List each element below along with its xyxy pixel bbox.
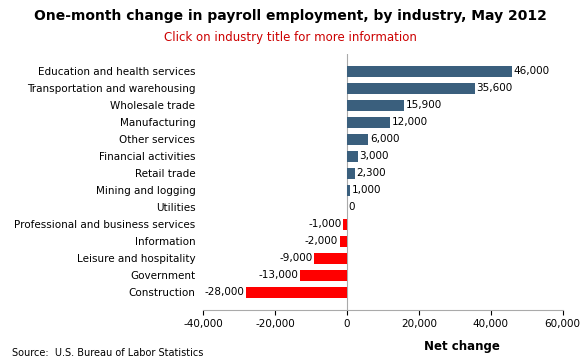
Bar — [343, 219, 347, 230]
Text: -28,000: -28,000 — [205, 287, 245, 297]
X-axis label: Net change: Net change — [424, 340, 500, 353]
Bar — [340, 236, 347, 247]
Bar — [347, 83, 475, 94]
Bar — [347, 168, 355, 179]
Bar — [314, 253, 347, 264]
Text: 35,600: 35,600 — [476, 83, 513, 93]
Text: 0: 0 — [348, 202, 355, 212]
Text: 46,000: 46,000 — [514, 66, 550, 76]
Text: -2,000: -2,000 — [305, 237, 338, 246]
Text: One-month change in payroll employment, by industry, May 2012: One-month change in payroll employment, … — [34, 9, 546, 23]
Bar — [347, 100, 404, 111]
Bar — [347, 151, 358, 162]
Bar — [246, 287, 347, 298]
Text: 3,000: 3,000 — [359, 151, 389, 161]
Bar — [347, 117, 390, 128]
Bar — [300, 270, 347, 281]
Bar — [347, 134, 368, 145]
Text: 2,300: 2,300 — [357, 168, 386, 178]
Bar — [347, 66, 512, 77]
Bar — [347, 185, 350, 196]
Text: -9,000: -9,000 — [280, 253, 313, 264]
Text: -1,000: -1,000 — [309, 219, 342, 229]
Text: 1,000: 1,000 — [352, 185, 382, 195]
Text: 12,000: 12,000 — [392, 117, 427, 127]
Text: 6,000: 6,000 — [370, 134, 400, 144]
Text: 15,900: 15,900 — [405, 100, 442, 110]
Text: Click on industry title for more information: Click on industry title for more informa… — [164, 31, 416, 44]
Text: -13,000: -13,000 — [259, 270, 299, 280]
Text: Source:  U.S. Bureau of Labor Statistics: Source: U.S. Bureau of Labor Statistics — [12, 348, 203, 358]
